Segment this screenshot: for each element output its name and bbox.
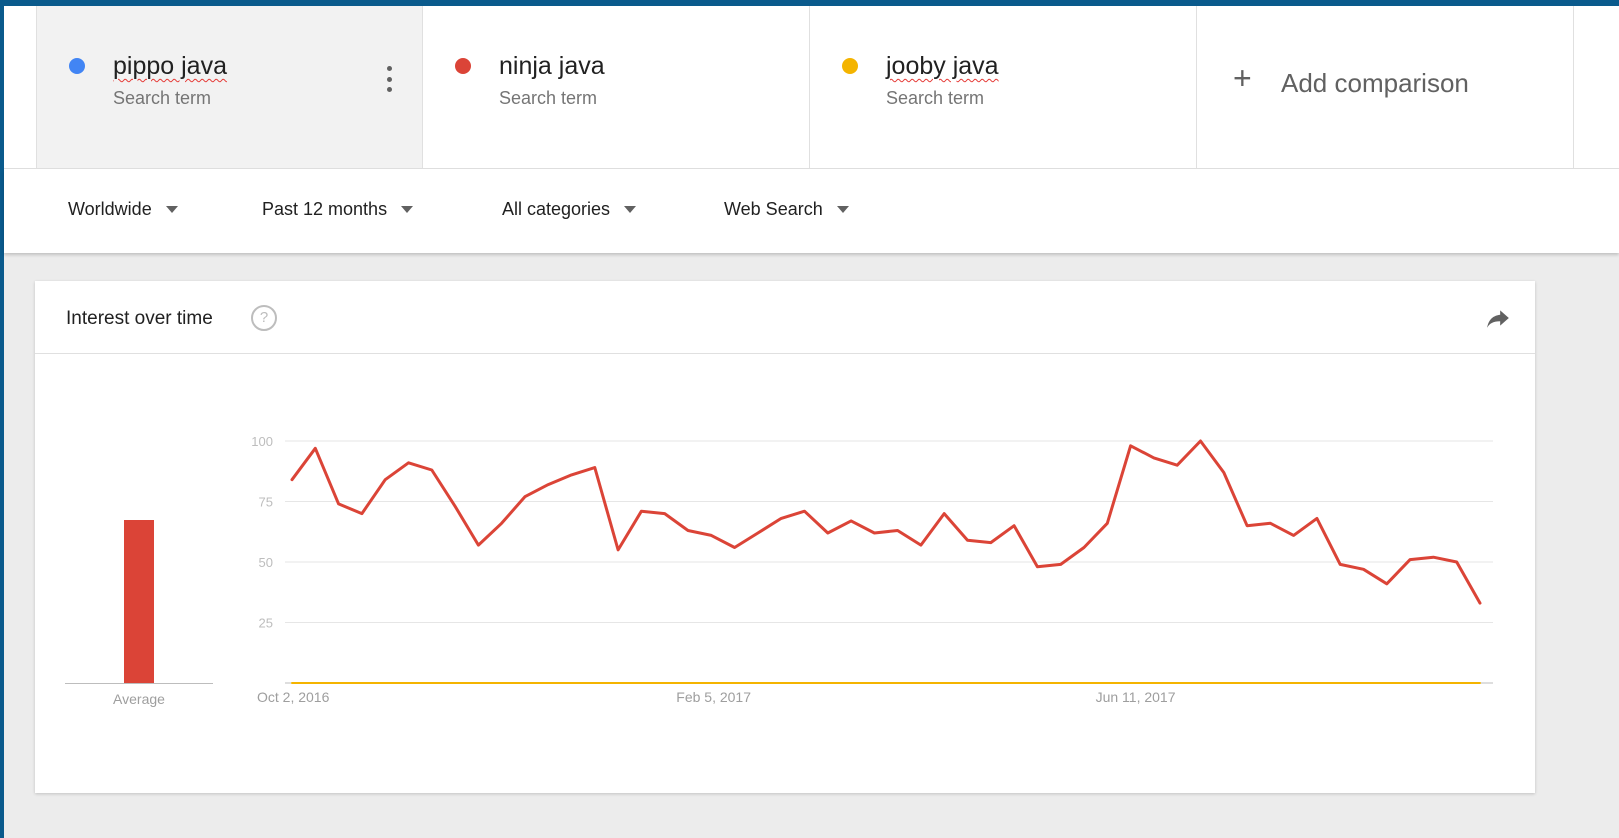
comparison-bar: pippo java Search term ninja java Search…	[4, 6, 1619, 169]
y-tick-label: 100	[251, 434, 273, 449]
search-term-subtitle: Search term	[499, 88, 598, 108]
average-label: Average	[113, 691, 165, 707]
dropdown-arrow-icon	[165, 206, 178, 213]
series-line-ninja-java	[290, 439, 1482, 605]
series-color-dot	[455, 58, 471, 74]
category-dropdown-label: All categories	[502, 199, 611, 219]
interest-over-time-card: Interest over time ? Average 25 50 75 100 Oc…	[35, 281, 1535, 793]
y-tick-label: 50	[259, 555, 273, 570]
dropdown-arrow-icon	[836, 206, 849, 213]
help-icon[interactable]: ?	[251, 305, 277, 331]
time-range-dropdown-label: Past 12 months	[262, 199, 388, 219]
more-vert-icon[interactable]	[386, 66, 392, 92]
region-dropdown-label: Worldwide	[68, 199, 152, 219]
category-dropdown[interactable]: All categories	[502, 199, 637, 220]
region-dropdown[interactable]: Worldwide	[68, 199, 178, 220]
card-header: Interest over time ?	[35, 281, 1535, 354]
x-tick-label: Oct 2, 2016	[257, 689, 330, 705]
search-term-name[interactable]: jooby java	[886, 52, 999, 80]
search-term-name[interactable]: pippo java	[113, 52, 227, 80]
x-tick-label: Jun 11, 2017	[1096, 689, 1176, 705]
dropdown-arrow-icon	[624, 206, 637, 213]
search-term-subtitle: Search term	[886, 88, 985, 108]
search-term-card[interactable]: pippo java Search term	[36, 6, 423, 168]
plus-icon: +	[1233, 60, 1252, 96]
search-type-dropdown-label: Web Search	[724, 199, 823, 219]
series-color-dot	[842, 58, 858, 74]
filter-bar: Worldwide Past 12 months All categories …	[4, 169, 1619, 253]
add-comparison-button[interactable]: + Add comparison	[1197, 6, 1574, 168]
search-term-subtitle: Search term	[113, 88, 212, 108]
interest-line-chart[interactable]: 25 50 75 100 Oct 2, 2016 Feb 5, 2017 Jun 11, 2…	[35, 281, 1535, 793]
dropdown-arrow-icon	[401, 206, 414, 213]
search-term-name[interactable]: ninja java	[499, 52, 605, 80]
y-tick-label: 25	[259, 616, 273, 631]
average-bar[interactable]	[124, 520, 154, 683]
search-term-card[interactable]: jooby java Search term	[810, 6, 1197, 168]
time-range-dropdown[interactable]: Past 12 months	[262, 199, 414, 220]
x-tick-label: Feb 5, 2017	[676, 689, 751, 705]
share-icon[interactable]	[1483, 305, 1513, 331]
card-title: Interest over time	[66, 308, 213, 329]
add-comparison-label: Add comparison	[1281, 68, 1469, 98]
search-type-dropdown[interactable]: Web Search	[724, 199, 849, 220]
average-axis	[65, 683, 213, 684]
trends-page: pippo java Search term ninja java Search…	[4, 6, 1619, 838]
series-color-dot	[69, 58, 85, 74]
search-term-card[interactable]: ninja java Search term	[423, 6, 810, 168]
y-tick-label: 75	[259, 495, 273, 510]
